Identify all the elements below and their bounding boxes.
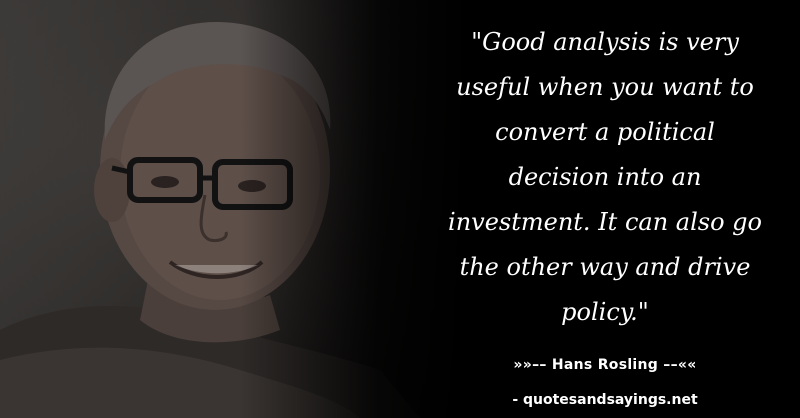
quote-line: convert a political <box>495 118 715 146</box>
quote-line: decision into an <box>508 163 702 191</box>
portrait-photo <box>0 0 470 418</box>
quote-author: »»–– Hans Rosling ––«« <box>513 357 697 373</box>
photo-fade <box>240 0 470 418</box>
quote-line: policy." <box>561 298 649 326</box>
quote-line: useful when you want to <box>456 73 754 101</box>
quote-line: "Good analysis is very <box>471 28 739 56</box>
quote-text: "Good analysis is very useful when you w… <box>420 20 790 335</box>
quote-line: the other way and drive <box>459 253 751 281</box>
source-link[interactable]: - quotesandsayings.net <box>512 392 698 408</box>
quote-line: investment. It can also go <box>448 208 762 236</box>
